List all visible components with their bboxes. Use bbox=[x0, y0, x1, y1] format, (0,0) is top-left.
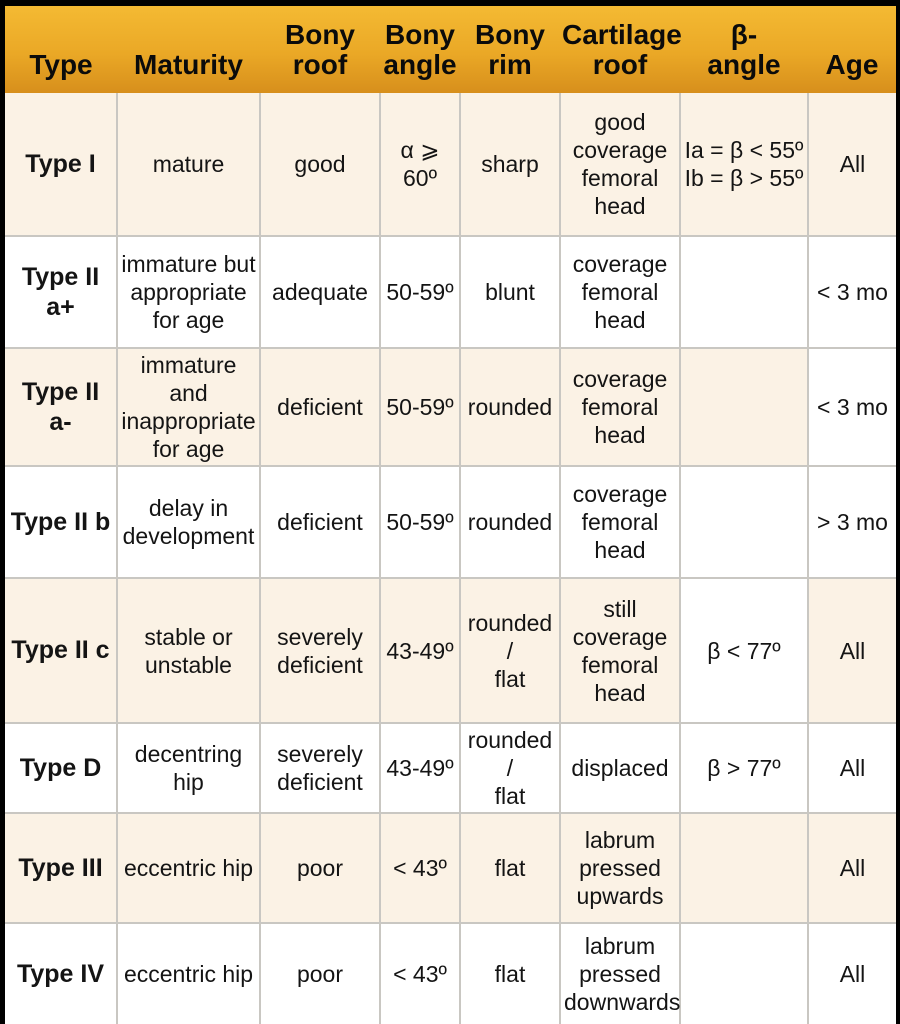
cell-maturity: immature and inappropriate for age bbox=[116, 346, 261, 468]
cell-bony_rim: blunt bbox=[459, 235, 561, 349]
table-row: Type II a+ immature but appropriate for a… bbox=[5, 235, 896, 349]
cell-maturity: delay in development bbox=[116, 465, 261, 580]
table-row: Type II a-immature and inappropriate for… bbox=[5, 346, 896, 468]
cell-maturity: stable or unstable bbox=[116, 577, 261, 725]
cell-beta_angle bbox=[679, 812, 809, 925]
cell-cartilage_roof: labrum pressed upwards bbox=[559, 812, 681, 925]
cell-bony_rim: rounded bbox=[459, 346, 561, 468]
cell-cartilage_roof: coverage femoral head bbox=[559, 235, 681, 349]
cell-beta_angle: Ia = β < 55º Ib = β > 55º bbox=[679, 93, 809, 237]
cell-bony_rim: flat bbox=[459, 922, 561, 1024]
cell-beta_angle: β < 77º bbox=[679, 577, 809, 725]
cell-bony_rim: flat bbox=[459, 812, 561, 925]
cell-bony_roof: severely deficient bbox=[259, 722, 381, 815]
cell-bony_roof: adequate bbox=[259, 235, 381, 349]
cell-cartilage_roof: good coverage femoral head bbox=[559, 93, 681, 237]
cell-cartilage_roof: still coverage femoral head bbox=[559, 577, 681, 725]
graf-classification-table: Type Maturity Bony roof Bony angle Bony rim C… bbox=[5, 6, 896, 1024]
table-row: Type III eccentric hip poor < 43º flat labrum… bbox=[5, 812, 896, 925]
cell-beta_angle: β > 77º bbox=[679, 722, 809, 815]
cell-cartilage_roof: labrum pressed downwards bbox=[559, 922, 681, 1024]
column-header-bony_roof: Bony roof bbox=[260, 6, 380, 93]
cell-cartilage_roof: coverage femoral head bbox=[559, 465, 681, 580]
cell-bony_roof: deficient bbox=[259, 346, 381, 468]
column-header-maturity: Maturity bbox=[117, 6, 260, 93]
cell-bony_rim: rounded / flat bbox=[459, 722, 561, 815]
cell-bony_angle: < 43º bbox=[379, 812, 461, 925]
table-row: Type II b delay in development deficient 50… bbox=[5, 465, 896, 580]
column-header-age: Age bbox=[808, 6, 896, 93]
cell-bony_angle: 50-59º bbox=[379, 235, 461, 349]
cell-bony_angle: 50-59º bbox=[379, 346, 461, 468]
cell-beta_angle bbox=[679, 346, 809, 468]
table-header: Type Maturity Bony roof Bony angle Bony rim C… bbox=[5, 6, 896, 93]
cell-maturity: decentring hip bbox=[116, 722, 261, 815]
cell-type: Type III bbox=[5, 812, 118, 925]
cell-bony_angle: 43-49º bbox=[379, 722, 461, 815]
column-header-beta_angle: β- angle bbox=[680, 6, 808, 93]
cell-bony_roof: deficient bbox=[259, 465, 381, 580]
cell-maturity: immature but appropriate for age bbox=[116, 235, 261, 349]
cell-age: < 3 mo bbox=[807, 235, 896, 349]
cell-age: All bbox=[807, 922, 896, 1024]
cell-type: Type II a- bbox=[5, 346, 118, 468]
cell-beta_angle bbox=[679, 465, 809, 580]
cell-beta_angle bbox=[679, 235, 809, 349]
cell-bony_angle: 43-49º bbox=[379, 577, 461, 725]
cell-bony_roof: severely deficient bbox=[259, 577, 381, 725]
cell-bony_roof: poor bbox=[259, 812, 381, 925]
cell-bony_roof: good bbox=[259, 93, 381, 237]
cell-maturity: eccentric hip bbox=[116, 812, 261, 925]
cell-bony_angle: α ⩾ 60º bbox=[379, 93, 461, 237]
cell-beta_angle bbox=[679, 922, 809, 1024]
table-row: Type II c stable or unstable severely defi… bbox=[5, 577, 896, 725]
cell-type: Type II a+ bbox=[5, 235, 118, 349]
cell-bony_angle: 50-59º bbox=[379, 465, 461, 580]
table-row: Type IV eccentric hip poor < 43º flat labrum … bbox=[5, 922, 896, 1024]
cell-age: All bbox=[807, 93, 896, 237]
column-header-type: Type bbox=[5, 6, 117, 93]
cell-type: Type IV bbox=[5, 922, 118, 1024]
cell-maturity: mature bbox=[116, 93, 261, 237]
cell-bony_roof: poor bbox=[259, 922, 381, 1024]
cell-age: All bbox=[807, 722, 896, 815]
cell-type: Type I bbox=[5, 93, 118, 237]
cell-bony_rim: rounded / flat bbox=[459, 577, 561, 725]
column-header-bony_angle: Bony angle bbox=[380, 6, 460, 93]
cell-age: < 3 mo bbox=[807, 346, 896, 468]
cell-type: Type D bbox=[5, 722, 118, 815]
cell-bony_rim: sharp bbox=[459, 93, 561, 237]
cell-age: All bbox=[807, 577, 896, 725]
cell-cartilage_roof: coverage femoral head bbox=[559, 346, 681, 468]
cell-age: > 3 mo bbox=[807, 465, 896, 580]
cell-type: Type II c bbox=[5, 577, 118, 725]
cell-age: All bbox=[807, 812, 896, 925]
column-header-cartilage_roof: Cartilage roof bbox=[560, 6, 682, 93]
column-header-bony_rim: Bony rim bbox=[460, 6, 560, 93]
cell-bony_rim: rounded bbox=[459, 465, 561, 580]
cell-bony_angle: < 43º bbox=[379, 922, 461, 1024]
cell-maturity: eccentric hip bbox=[116, 922, 261, 1024]
cell-cartilage_roof: displaced bbox=[559, 722, 681, 815]
cell-type: Type II b bbox=[5, 465, 118, 580]
header-row: Type Maturity Bony roof Bony angle Bony rim C… bbox=[5, 6, 896, 93]
